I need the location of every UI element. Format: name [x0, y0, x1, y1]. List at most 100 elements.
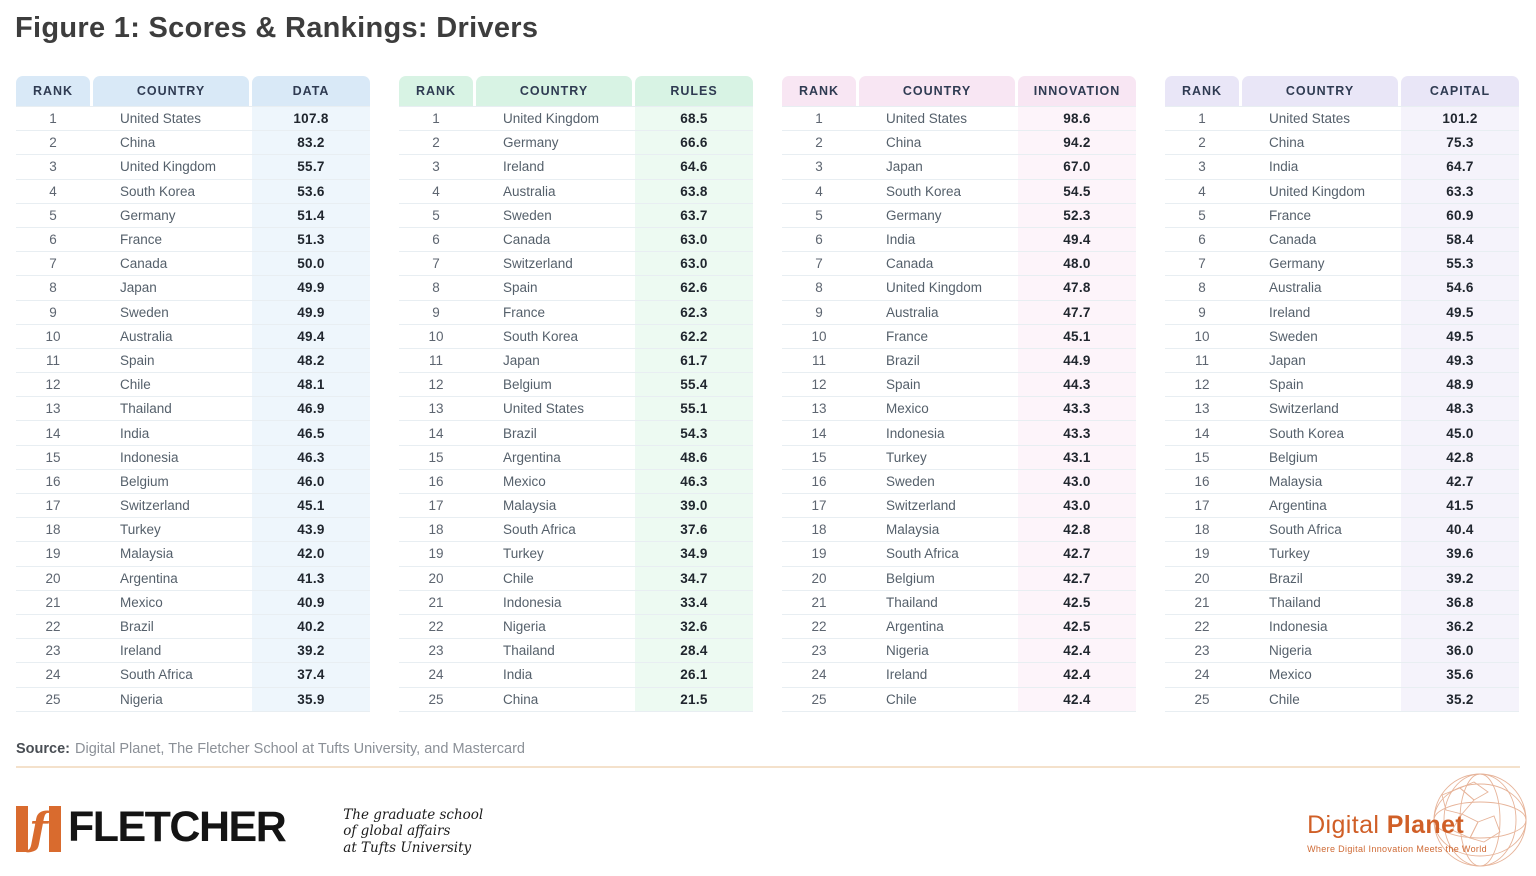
rank-cell: 15 — [428, 449, 444, 465]
country-cell: South Korea — [886, 183, 962, 199]
column-header-rank: RANK — [782, 76, 856, 106]
value-cell: 45.0 — [1446, 425, 1474, 441]
value-cell: 35.6 — [1446, 667, 1474, 683]
table-row: 2 China 83.2 — [16, 130, 370, 154]
table-row: 16 Belgium 46.0 — [16, 468, 370, 493]
rank-cell: 6 — [49, 232, 57, 248]
table-row: 25 Chile 42.4 — [782, 686, 1136, 711]
digital-planet-tagline: Where Digital Innovation Meets the World — [1307, 844, 1487, 854]
value-cell: 63.0 — [680, 256, 708, 272]
value-column-band — [635, 106, 753, 711]
value-cell: 48.3 — [1446, 401, 1474, 417]
table-row: 14 Brazil 54.3 — [399, 420, 753, 444]
value-cell: 36.0 — [1446, 643, 1474, 659]
country-cell: Malaysia — [886, 522, 940, 538]
value-cell: 107.8 — [293, 111, 329, 127]
rank-cell: 11 — [1194, 352, 1209, 368]
table-row: 8 Japan 49.9 — [16, 275, 370, 299]
rank-cell: 13 — [811, 401, 827, 417]
rank-cell: 1 — [49, 111, 57, 127]
rank-cell: 18 — [1194, 522, 1210, 538]
rank-cell: 15 — [811, 449, 827, 465]
rank-cell: 1 — [432, 111, 440, 127]
source-text: Digital Planet, The Fletcher School at T… — [75, 740, 525, 757]
country-cell: Brazil — [120, 619, 154, 635]
country-cell: Turkey — [886, 449, 927, 465]
country-cell: South Africa — [886, 546, 959, 562]
country-cell: Spain — [120, 352, 155, 368]
value-cell: 54.6 — [1446, 280, 1474, 296]
country-cell: China — [120, 135, 156, 151]
value-cell: 40.2 — [297, 619, 325, 635]
table-row: 17 Argentina 41.5 — [1165, 493, 1519, 517]
table-row: 13 Thailand 46.9 — [16, 396, 370, 420]
table-row: 7 Canada 48.0 — [782, 251, 1136, 275]
rank-cell: 6 — [815, 232, 823, 248]
rank-cell: 21 — [811, 594, 827, 610]
fletcher-wordmark: FLETCHER — [67, 803, 287, 851]
value-cell: 42.4 — [1063, 643, 1091, 659]
rank-cell: 8 — [432, 280, 440, 296]
value-cell: 54.5 — [1063, 183, 1091, 199]
column-header-country: COUNTRY — [1242, 76, 1398, 106]
country-cell: South Korea — [120, 183, 196, 199]
value-cell: 46.5 — [297, 425, 325, 441]
rank-cell: 10 — [811, 328, 827, 344]
tables-row: RANK COUNTRY DATA 1 United States 107.8 2 China… — [16, 76, 1519, 712]
table-row: 12 Belgium 55.4 — [399, 372, 753, 396]
rank-cell: 9 — [432, 304, 440, 320]
value-cell: 51.4 — [297, 207, 325, 223]
country-cell: Mexico — [503, 473, 546, 489]
value-cell: 42.7 — [1063, 546, 1091, 562]
country-cell: Germany — [1269, 256, 1325, 272]
table-row: 23 Nigeria 42.4 — [782, 638, 1136, 662]
value-cell: 41.5 — [1446, 498, 1474, 514]
table-row: 5 Germany 51.4 — [16, 202, 370, 227]
table-row: 17 Switzerland 43.0 — [782, 493, 1136, 517]
table-row: 10 France 45.1 — [782, 323, 1136, 348]
value-cell: 46.9 — [297, 401, 325, 417]
rank-cell: 5 — [49, 207, 57, 223]
table-header: RANK COUNTRY RULES — [399, 76, 753, 106]
country-cell: South Africa — [1269, 522, 1342, 538]
rank-cell: 7 — [49, 256, 57, 272]
fletcher-logo: f FLETCHER The graduate school of global… — [16, 804, 483, 856]
value-cell: 55.4 — [680, 377, 708, 393]
value-cell: 62.2 — [680, 328, 708, 344]
table-row: 12 Spain 48.9 — [1165, 372, 1519, 396]
table-body: 1 United States 98.6 2 China 94.2 3 Japan 67.0 4 S… — [782, 106, 1136, 712]
value-cell: 49.9 — [297, 304, 325, 320]
table-row: 9 Ireland 49.5 — [1165, 299, 1519, 324]
country-cell: Argentina — [120, 570, 178, 586]
column-header-capital: CAPITAL — [1401, 76, 1519, 106]
table-row: 18 South Africa 40.4 — [1165, 517, 1519, 541]
rank-cell: 3 — [432, 159, 440, 175]
rank-cell: 14 — [811, 425, 827, 441]
table-row: 7 Germany 55.3 — [1165, 251, 1519, 275]
value-cell: 52.3 — [1063, 207, 1091, 223]
rank-cell: 7 — [432, 256, 440, 272]
table-row: 12 Chile 48.1 — [16, 372, 370, 396]
value-cell: 32.6 — [680, 619, 708, 635]
rank-cell: 24 — [1194, 667, 1210, 683]
table-row: 9 France 62.3 — [399, 299, 753, 324]
value-cell: 62.6 — [680, 280, 708, 296]
rank-cell: 12 — [811, 377, 827, 393]
table-row: 11 Spain 48.2 — [16, 347, 370, 372]
table-row: 10 South Korea 62.2 — [399, 323, 753, 348]
value-cell: 50.0 — [297, 256, 325, 272]
value-cell: 51.3 — [297, 232, 325, 248]
country-cell: Brazil — [886, 352, 920, 368]
fletcher-bar-left — [16, 806, 28, 852]
rank-cell: 25 — [45, 691, 61, 707]
country-cell: India — [503, 667, 533, 683]
country-cell: Spain — [1269, 377, 1304, 393]
country-cell: Mexico — [120, 594, 163, 610]
value-cell: 39.2 — [297, 643, 325, 659]
country-cell: Mexico — [1269, 667, 1312, 683]
value-cell: 42.7 — [1063, 570, 1091, 586]
country-cell: United Kingdom — [503, 111, 600, 127]
column-header-rank: RANK — [16, 76, 90, 106]
rank-cell: 3 — [815, 159, 823, 175]
rank-cell: 11 — [811, 352, 826, 368]
